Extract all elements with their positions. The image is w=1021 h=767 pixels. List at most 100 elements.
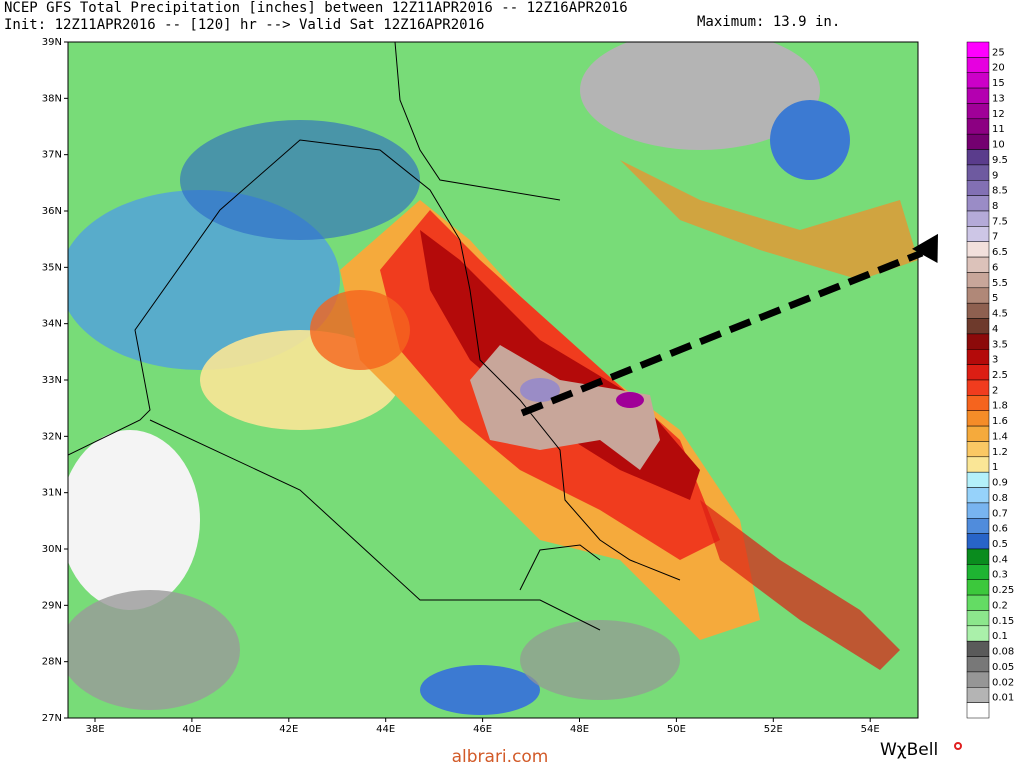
colorbar-label: 7.5 [992, 216, 1008, 227]
colorbar-label: 7 [992, 232, 998, 243]
colorbar-label: 10 [992, 140, 1005, 151]
lon-label: 54E [861, 724, 880, 735]
lat-label: 38N [42, 93, 62, 104]
colorbar-box [966, 579, 990, 596]
lat-label: 31N [42, 488, 62, 499]
colorbar-box [966, 318, 990, 335]
lat-label: 37N [42, 150, 62, 161]
colorbar-label: 1.8 [992, 401, 1008, 412]
direction-arrow [520, 233, 938, 417]
colorbar-label: 0.8 [992, 493, 1008, 504]
colorbar-box [966, 103, 990, 120]
colorbar-label: 4.5 [992, 309, 1008, 320]
colorbar-label: 1 [992, 462, 998, 473]
colorbar-box [966, 671, 990, 688]
colorbar-box [966, 149, 990, 166]
title: NCEP GFS Total Precipitation [inches] be… [4, 0, 628, 16]
colorbar-box [966, 118, 990, 135]
colorbar-label: 0.9 [992, 478, 1008, 489]
colorbar-box [966, 594, 990, 611]
colorbar-label: 3 [992, 355, 998, 366]
colorbar-label: 2 [992, 385, 998, 396]
colorbar-label: 1.4 [992, 431, 1008, 442]
colorbar-box [966, 287, 990, 304]
colorbar-box [966, 379, 990, 396]
lat-label: 34N [42, 319, 62, 330]
colorbar-label: 25 [992, 47, 1005, 58]
lon-label: 44E [376, 724, 395, 735]
colorbar-box [966, 395, 990, 411]
lon-label: 38E [85, 724, 104, 735]
maximum: Maximum: 13.9 in. [697, 14, 841, 30]
colorbar-box [966, 349, 990, 365]
lat-label: 35N [42, 262, 62, 273]
lon-label: 42E [279, 724, 298, 735]
colorbar-box [966, 241, 990, 258]
colorbar-box [966, 164, 990, 181]
lon-label: 40E [182, 724, 201, 735]
colorbar-box [966, 226, 990, 242]
init-line: Init: 12Z11APR2016 -- [120] hr --> Valid… [4, 17, 485, 33]
colorbar-box [966, 687, 990, 703]
logo-dot [954, 742, 962, 750]
colorbar-box [966, 610, 990, 627]
colorbar-box [966, 518, 990, 534]
colorbar-label: 8 [992, 201, 998, 212]
lon-label: 50E [667, 724, 686, 735]
colorbar-label: 0.5 [992, 539, 1008, 550]
lat-label: 36N [42, 206, 62, 217]
colorbar-box [966, 441, 990, 458]
colorbar-label: 0.25 [992, 585, 1014, 596]
colorbar-label: 12 [992, 109, 1005, 120]
colorbar-label: 1.6 [992, 416, 1008, 427]
colorbar-box [966, 256, 990, 273]
colorbar-box [966, 564, 990, 580]
colorbar-box [966, 272, 990, 289]
lat-label: 32N [42, 431, 62, 442]
colorbar-box [966, 302, 990, 319]
colorbar-box [966, 210, 990, 227]
colorbar-box [966, 487, 990, 504]
lat-label: 33N [42, 375, 62, 386]
lon-label: 52E [764, 724, 783, 735]
precip-field [68, 42, 918, 718]
lat-label: 30N [42, 544, 62, 555]
colorbar-box [966, 57, 990, 73]
colorbar-label: 9.5 [992, 155, 1008, 166]
colorbar-box [966, 640, 990, 657]
colorbar-box [966, 625, 990, 642]
watermark: albrari.com [452, 747, 549, 767]
colorbar-box [966, 195, 990, 212]
logo: WχBell [880, 740, 938, 760]
colorbar-label: 9 [992, 170, 998, 181]
colorbar-label: 1.2 [992, 447, 1008, 458]
colorbar-box [966, 656, 990, 673]
colorbar-box [966, 548, 990, 565]
colorbar-label: 0.3 [992, 570, 1008, 581]
lat-label: 27N [42, 713, 62, 724]
colorbar-box [966, 456, 990, 473]
colorbar-label: 0.01 [992, 693, 1014, 704]
colorbar-label: 0.2 [992, 600, 1008, 611]
lon-label: 46E [473, 724, 492, 735]
lat-label: 39N [42, 37, 62, 48]
lat-label: 29N [42, 600, 62, 611]
colorbar-label: 15 [992, 78, 1005, 89]
lon-label: 48E [570, 724, 589, 735]
colorbar-label: 0.4 [992, 554, 1008, 565]
colorbar-box [966, 72, 990, 89]
colorbar-label: 11 [992, 124, 1005, 135]
colorbar-label: 0.15 [992, 616, 1014, 627]
colorbar-label: 8.5 [992, 186, 1008, 197]
colorbar-label: 6.5 [992, 247, 1008, 258]
colorbar-label: 2.5 [992, 370, 1008, 381]
colorbar-box [966, 87, 990, 104]
colorbar-box [966, 333, 990, 350]
colorbar-label: 5.5 [992, 278, 1008, 289]
colorbar-label: 0.6 [992, 524, 1008, 535]
colorbar-label: 0.05 [992, 662, 1014, 673]
colorbar-box [966, 180, 990, 196]
colorbar-box [966, 502, 990, 519]
